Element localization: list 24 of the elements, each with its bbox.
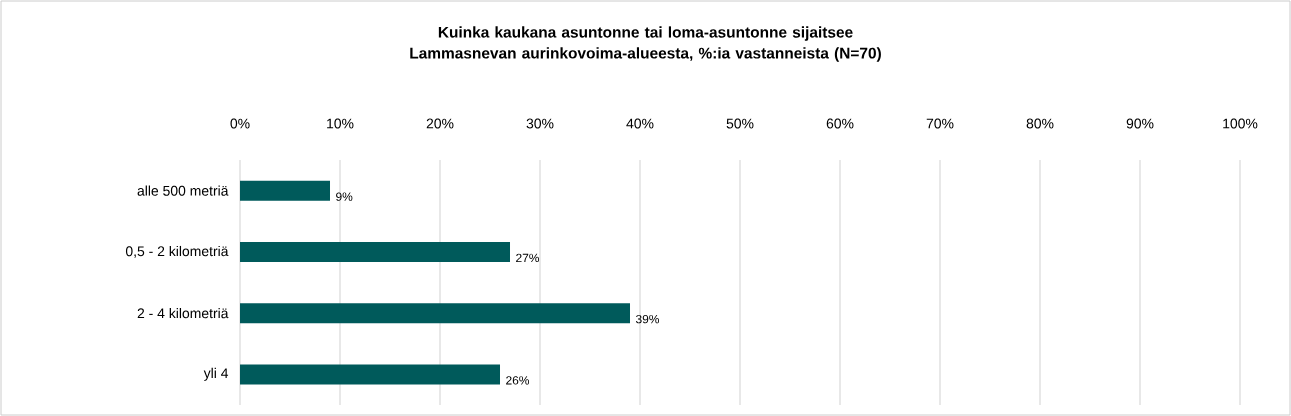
y-tick-label: yli 4	[203, 367, 229, 381]
x-tick-label: 80%	[1026, 118, 1054, 129]
bar	[240, 180, 331, 201]
x-tick-label: 30%	[526, 118, 554, 129]
bar	[240, 241, 511, 262]
x-tick-label: 70%	[926, 118, 954, 129]
bar	[240, 303, 631, 324]
bar	[240, 364, 501, 385]
data-label: 9%	[336, 192, 353, 201]
y-tick-label: 0,5 - 2 kilometriä	[125, 245, 229, 258]
x-tick-label: 40%	[626, 118, 654, 129]
data-label: 26%	[506, 376, 530, 385]
x-tick-label: 0%	[230, 118, 250, 129]
chart-title: Kuinka kaukana asuntonne tai loma-asuntonne sijaitsee Lammasnevan aurinkovoima-alueesta, %:ia vastanneista (N=70)	[410, 26, 881, 62]
y-tick-label: 2 - 4 kilometriä	[137, 308, 229, 319]
x-tick-label: 20%	[426, 118, 454, 129]
x-tick-label: 90%	[1126, 118, 1154, 129]
data-label: 39%	[635, 314, 660, 324]
x-tick-label: 100%	[1223, 118, 1258, 129]
x-tick-label: 50%	[726, 118, 754, 129]
x-tick-label: 10%	[327, 118, 354, 129]
y-tick-label: alle 500 metriä	[137, 185, 229, 196]
x-tick-label: 60%	[826, 118, 854, 129]
data-label: 27%	[516, 253, 540, 263]
